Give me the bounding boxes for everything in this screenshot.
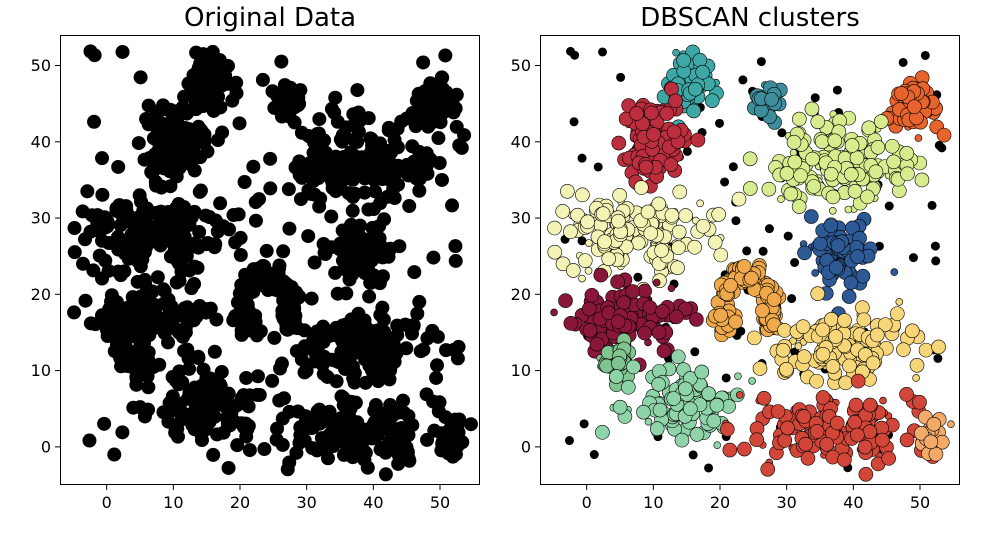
svg-text:30: 30	[511, 209, 531, 228]
figure-container: { "figure": { "width": 998, "height": 53…	[0, 0, 998, 535]
svg-text:10: 10	[163, 493, 183, 512]
svg-text:50: 50	[31, 56, 51, 75]
svg-text:30: 30	[296, 493, 316, 512]
cluster-2	[880, 71, 951, 142]
svg-text:0: 0	[521, 437, 531, 456]
svg-text:20: 20	[710, 493, 730, 512]
svg-text:0: 0	[41, 437, 51, 456]
svg-text:40: 40	[31, 132, 51, 151]
svg-text:50: 50	[430, 493, 450, 512]
svg-text:20: 20	[230, 493, 250, 512]
dbscan-clusters-scatter: 0102030405001020304050	[540, 35, 960, 485]
cluster-5	[548, 181, 747, 297]
svg-text:40: 40	[843, 493, 863, 512]
svg-text:30: 30	[31, 209, 51, 228]
cluster-12	[720, 374, 943, 481]
svg-text:0: 0	[102, 493, 112, 512]
original-points	[67, 44, 478, 481]
right-panel-title: DBSCAN clusters	[540, 3, 960, 33]
svg-text:40: 40	[511, 132, 531, 151]
cluster-6	[798, 210, 898, 321]
cluster-7	[706, 259, 786, 342]
svg-text:30: 30	[776, 493, 796, 512]
left-panel-title: Original Data	[60, 3, 480, 33]
original-data-scatter: 0102030405001020304050	[60, 35, 480, 485]
svg-text:40: 40	[363, 493, 383, 512]
svg-text:0: 0	[582, 493, 592, 512]
svg-text:10: 10	[643, 493, 663, 512]
svg-text:10: 10	[511, 361, 531, 380]
svg-text:20: 20	[31, 285, 51, 304]
svg-text:10: 10	[31, 361, 51, 380]
svg-text:50: 50	[511, 56, 531, 75]
svg-text:20: 20	[511, 285, 531, 304]
svg-text:50: 50	[910, 493, 930, 512]
